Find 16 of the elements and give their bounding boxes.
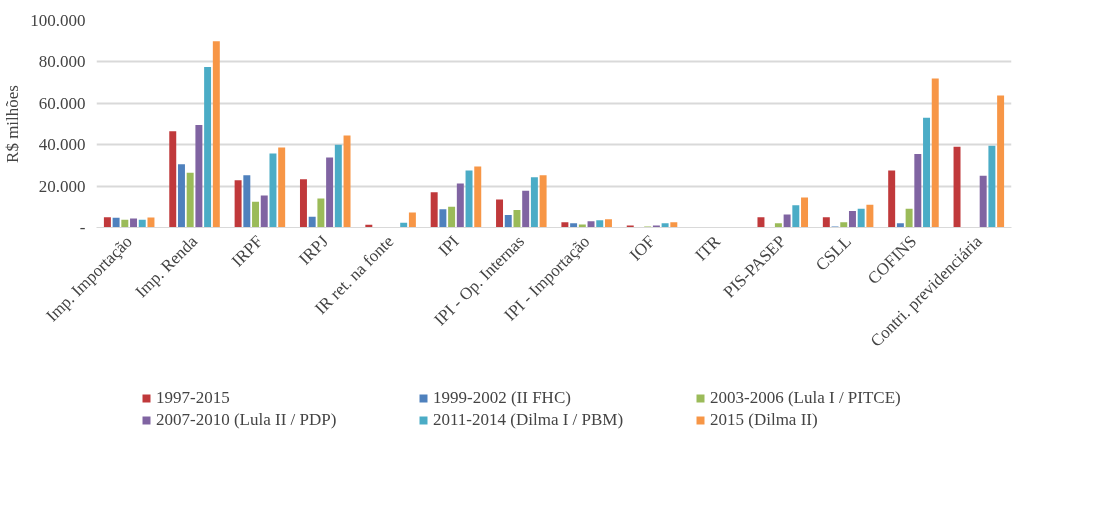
y-tick-label: 100.000: [30, 11, 86, 30]
legend-label: 1999-2002 (II FHC): [433, 388, 572, 408]
legend-label: 2015 (Dilma II): [710, 410, 819, 430]
y-tick-label: 20.000: [38, 176, 86, 196]
y-tick-label: 40.000: [38, 135, 86, 155]
x-tick-label: IOF: [625, 231, 659, 265]
legend-label: 2003-2006 (Lula I / PITCE): [710, 388, 902, 408]
legend-label: 2007-2010 (Lula II / PDP): [156, 410, 338, 430]
y-tick-label: -: [79, 218, 86, 237]
y-tick-label: 60.000: [38, 93, 86, 113]
legend-label: 1997-2015: [156, 388, 231, 408]
x-tick-label: IPI: [434, 231, 463, 260]
y-axis-title: R$ milhões: [3, 85, 23, 163]
x-tick-label: ITR: [691, 231, 725, 265]
legend-label: 2011-2014 (Dilma I / PBM): [433, 410, 625, 430]
y-tick-label: 80.000: [38, 52, 86, 72]
